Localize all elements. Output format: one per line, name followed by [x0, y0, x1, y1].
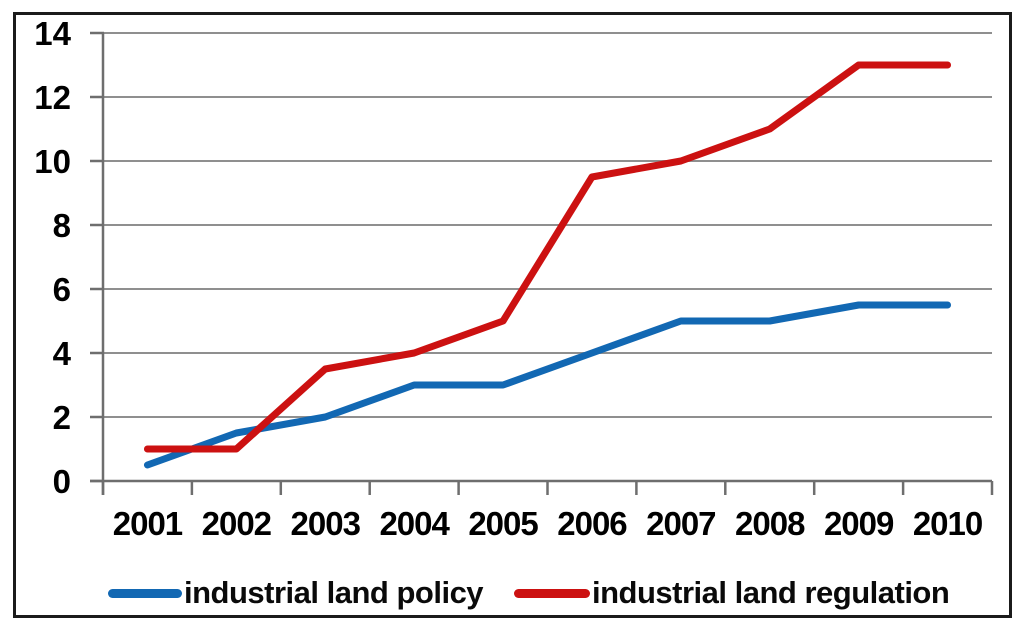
y-tick-label: 8: [53, 207, 71, 244]
x-tick-label-2007: 2007: [646, 505, 715, 542]
series-line-industrial-land-regulation: [143, 61, 952, 453]
x-tick-label-2010: 2010: [913, 505, 982, 542]
x-tick-label-2003: 2003: [291, 505, 361, 542]
x-tick-label-2004: 2004: [379, 505, 450, 542]
y-tick-label: 12: [34, 79, 71, 116]
x-tick-label-2006: 2006: [557, 505, 627, 542]
x-tick-label-2008: 2008: [735, 505, 805, 542]
x-tick-label-2005: 2005: [468, 505, 538, 542]
series-line-industrial-land-policy: [143, 301, 952, 469]
y-tick-label: 0: [53, 463, 71, 500]
x-tick-label-2002: 2002: [202, 505, 272, 542]
y-tick-label: 2: [53, 399, 71, 436]
x-tick-label-2009: 2009: [824, 505, 894, 542]
chart-border-frame: [13, 12, 1012, 618]
x-tick-label-2001: 2001: [113, 505, 183, 542]
y-tick-label: 10: [34, 143, 71, 180]
y-tick-label: 4: [53, 335, 72, 372]
y-tick-label: 14: [34, 15, 71, 52]
y-tick-label: 6: [53, 271, 71, 308]
